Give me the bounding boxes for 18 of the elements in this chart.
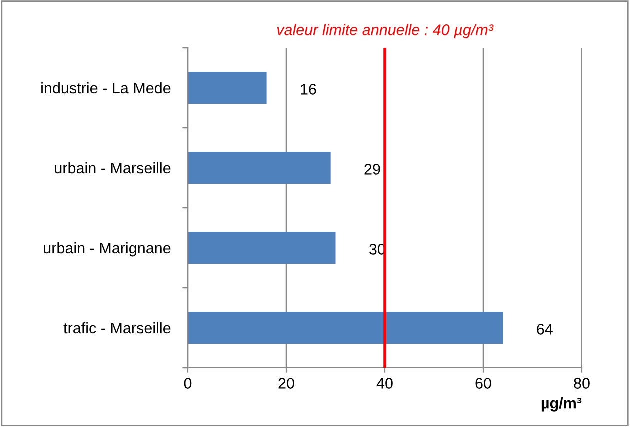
x-tick-label: 60	[476, 378, 492, 389]
x-tick-label: 20	[278, 378, 294, 389]
bar	[188, 232, 336, 264]
y-tick-label: urbain - Marseille	[55, 162, 171, 174]
data-label: 16	[301, 84, 316, 95]
bar	[188, 152, 331, 184]
bar	[188, 72, 267, 104]
x-tick-label: 40	[376, 378, 393, 389]
y-tick-label: urbain - Marignane	[44, 242, 171, 257]
ref-line-label: valeur limite annuelle : 40 µg/m³	[277, 24, 494, 38]
data-label: 64	[537, 324, 553, 335]
x-tick-label: 0	[184, 378, 192, 389]
y-tick-label: trafic - Marseille	[64, 322, 171, 334]
y-tick-label: industrie - La Mede	[42, 82, 171, 94]
bar	[188, 312, 504, 344]
x-axis-title: µg/m³	[542, 398, 582, 412]
data-label: 29	[364, 164, 380, 175]
x-tick-label: 80	[574, 378, 590, 389]
